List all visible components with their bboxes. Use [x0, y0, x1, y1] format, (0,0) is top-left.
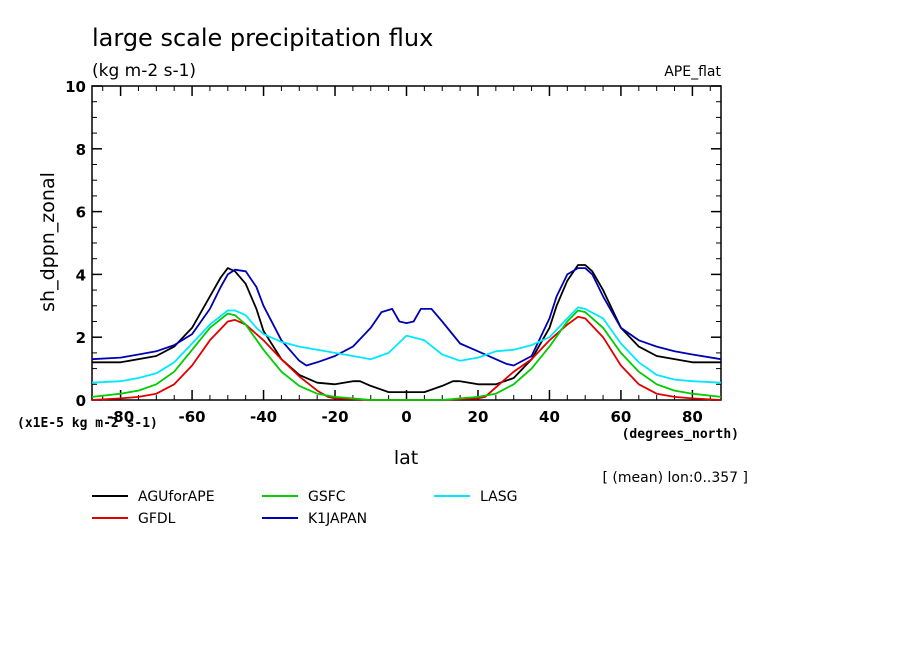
x-tick-label: -20 [321, 408, 348, 426]
y-tick-label: 6 [76, 204, 86, 222]
y-axis-label: sh_dppn_zonal [37, 172, 59, 312]
chart-title: large scale precipitation flux [92, 24, 433, 52]
series-lines [91, 264, 722, 401]
legend-label-aguforape: AGUforAPE [138, 489, 215, 505]
legend: AGUforAPE GFDL GSFC K1JAPAN LASG [92, 489, 517, 527]
x-tick-label: 20 [468, 408, 489, 426]
series-line-gsfc [91, 309, 722, 401]
x-axis-label: lat [394, 447, 418, 469]
x-tick-label: -60 [179, 408, 206, 426]
x-tick-label: -80 [107, 408, 134, 426]
series-line-aguforape [92, 264, 721, 394]
y-tick-label: 10 [65, 78, 86, 96]
x-axis: -80 -60 -40 -20 0 20 40 60 80 [102, 86, 711, 426]
legend-label-gsfc: GSFC [308, 489, 346, 505]
x-tick-label: -40 [250, 408, 277, 426]
mean-note: [ (mean) lon:0..357 ] [603, 470, 748, 486]
legend-label-k1japan: K1JAPAN [308, 511, 367, 527]
x-tick-label: 0 [401, 408, 411, 426]
y-axis: 0 2 4 6 8 10 [65, 78, 721, 410]
chart-units: (kg m-2 s-1) [92, 61, 196, 81]
y-tick-label: 0 [76, 392, 86, 410]
legend-label-gfdl: GFDL [138, 511, 176, 527]
x-tick-label: 60 [610, 408, 631, 426]
experiment-label: APE_flat [664, 64, 721, 80]
y-tick-label: 2 [76, 329, 86, 347]
y-tick-label: 8 [76, 141, 86, 159]
y-scale-note: (x1E-5 kg m-2 s-1) [17, 416, 158, 431]
legend-label-lasg: LASG [480, 489, 517, 505]
series-line-k1japan [91, 267, 722, 367]
x-axis-units: (degrees_north) [622, 427, 739, 442]
plot-frame [91, 85, 722, 401]
x-tick-label: 80 [682, 408, 703, 426]
y-tick-label: 4 [76, 266, 86, 284]
series-line-lasg [91, 306, 722, 384]
x-tick-label: 40 [539, 408, 560, 426]
